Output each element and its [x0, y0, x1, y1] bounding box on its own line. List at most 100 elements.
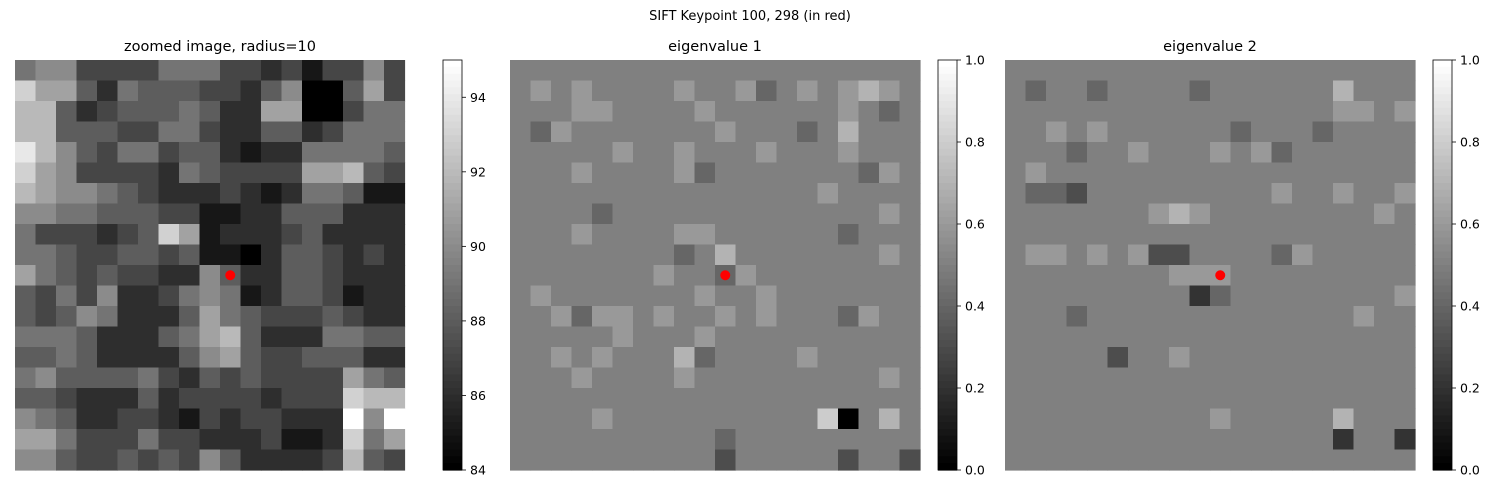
heatmap-cell: [97, 142, 119, 164]
heatmap-cell: [1148, 285, 1170, 307]
heatmap-cell: [158, 224, 180, 246]
heatmap-cell: [633, 183, 655, 205]
heatmap-cell: [220, 429, 242, 451]
heatmap-cell: [735, 326, 757, 348]
heatmap-cell: [510, 408, 532, 430]
heatmap-cell: [1087, 121, 1109, 143]
heatmap-cell: [1128, 162, 1150, 184]
heatmap-cell: [1107, 429, 1129, 451]
colorbar-segment: [1433, 148, 1452, 157]
heatmap-cell: [384, 183, 406, 205]
heatmap-cell: [138, 101, 160, 123]
heatmap-cell: [281, 244, 303, 266]
keypoint-marker: [225, 270, 236, 281]
heatmap-cell: [797, 408, 819, 430]
heatmap-cell: [1271, 224, 1293, 246]
heatmap-cell: [35, 203, 57, 225]
colorbar-tick-label: 0.4: [965, 299, 985, 314]
heatmap-cell: [158, 285, 180, 307]
heatmap-cell: [1189, 408, 1211, 430]
heatmap-cell: [281, 203, 303, 225]
heatmap-cell: [817, 408, 839, 430]
heatmap-cell: [653, 388, 675, 410]
heatmap-cell: [694, 183, 716, 205]
heatmap-cell: [281, 306, 303, 328]
colorbar-segment: [443, 135, 462, 143]
heatmap-cell: [240, 142, 262, 164]
heatmap-cell: [1251, 408, 1273, 430]
heatmap-cell: [302, 203, 324, 225]
heatmap-cell: [1353, 449, 1375, 471]
heatmap-cell: [97, 347, 119, 369]
colorbar-segment: [1433, 285, 1452, 293]
heatmap-cell: [1271, 449, 1293, 471]
heatmap-cell: [1271, 183, 1293, 205]
heatmap-cell: [1107, 347, 1129, 369]
heatmap-cell: [797, 306, 819, 328]
colorbar-segment: [443, 429, 462, 437]
colorbar-segment: [938, 80, 957, 88]
heatmap-cell: [879, 203, 901, 225]
heatmap-cell: [15, 121, 37, 143]
heatmap-cell: [530, 347, 552, 369]
heatmap-cell: [302, 101, 324, 123]
colorbar-segment: [1433, 162, 1452, 170]
heatmap-cell: [592, 80, 614, 102]
colorbar-segment: [1433, 135, 1452, 143]
heatmap-cell: [35, 285, 57, 307]
heatmap-cell: [530, 285, 552, 307]
heatmap-cell: [1251, 429, 1273, 451]
heatmap-cell: [879, 183, 901, 205]
heatmap-cell: [1292, 80, 1314, 102]
heatmap-cell: [384, 244, 406, 266]
heatmap-cell: [384, 121, 406, 143]
heatmap-cell: [1066, 80, 1088, 102]
heatmap-cell: [899, 347, 921, 369]
colorbar-tick-label: 0.2: [1460, 381, 1480, 396]
heatmap-cell: [199, 224, 221, 246]
colorbar-segment: [1433, 60, 1452, 68]
heatmap-cell: [1128, 80, 1150, 102]
heatmap-cell: [1271, 285, 1293, 307]
heatmap-cell: [674, 203, 696, 225]
heatmap-cell: [363, 285, 385, 307]
colorbar-segment: [1433, 347, 1452, 355]
heatmap-cell: [694, 408, 716, 430]
heatmap-cell: [302, 367, 324, 389]
heatmap-cell: [1394, 388, 1416, 410]
heatmap-cell: [76, 388, 98, 410]
heatmap-cell: [530, 80, 552, 102]
heatmap-cell: [1353, 224, 1375, 246]
heatmap-cell: [384, 60, 406, 82]
heatmap-cell: [797, 429, 819, 451]
heatmap-cell: [56, 203, 78, 225]
heatmap-cell: [612, 326, 634, 348]
heatmap-cell: [1353, 244, 1375, 266]
heatmap-cell: [1025, 162, 1047, 184]
heatmap-cell: [735, 60, 757, 82]
heatmap-cell: [1066, 121, 1088, 143]
heatmap-cell: [15, 162, 37, 184]
colorbar-3: 0.0 0.2 0.4 0.6 0.8 1.0: [1432, 53, 1480, 478]
heatmap-cell: [879, 367, 901, 389]
heatmap-cell: [76, 80, 98, 102]
heatmap-cell: [858, 367, 880, 389]
heatmap-cell: [1087, 162, 1109, 184]
heatmap-cell: [735, 429, 757, 451]
heatmap-cell: [322, 367, 344, 389]
colorbar-segment: [938, 114, 957, 123]
heatmap-cell: [838, 203, 860, 225]
heatmap-cell: [1333, 429, 1355, 451]
colorbar-segment: [938, 183, 957, 191]
colorbar-segment: [938, 176, 957, 184]
heatmap-cell: [302, 285, 324, 307]
heatmap-cell: [694, 347, 716, 369]
heatmap-cell: [199, 80, 221, 102]
heatmap-cell: [1230, 80, 1252, 102]
colorbar-segment: [443, 101, 462, 109]
heatmap-cell: [179, 162, 201, 184]
heatmap-cell: [510, 347, 532, 369]
heatmap-cell: [776, 285, 798, 307]
heatmap-cell: [1025, 347, 1047, 369]
colorbar-tick-label: 90: [470, 239, 486, 254]
